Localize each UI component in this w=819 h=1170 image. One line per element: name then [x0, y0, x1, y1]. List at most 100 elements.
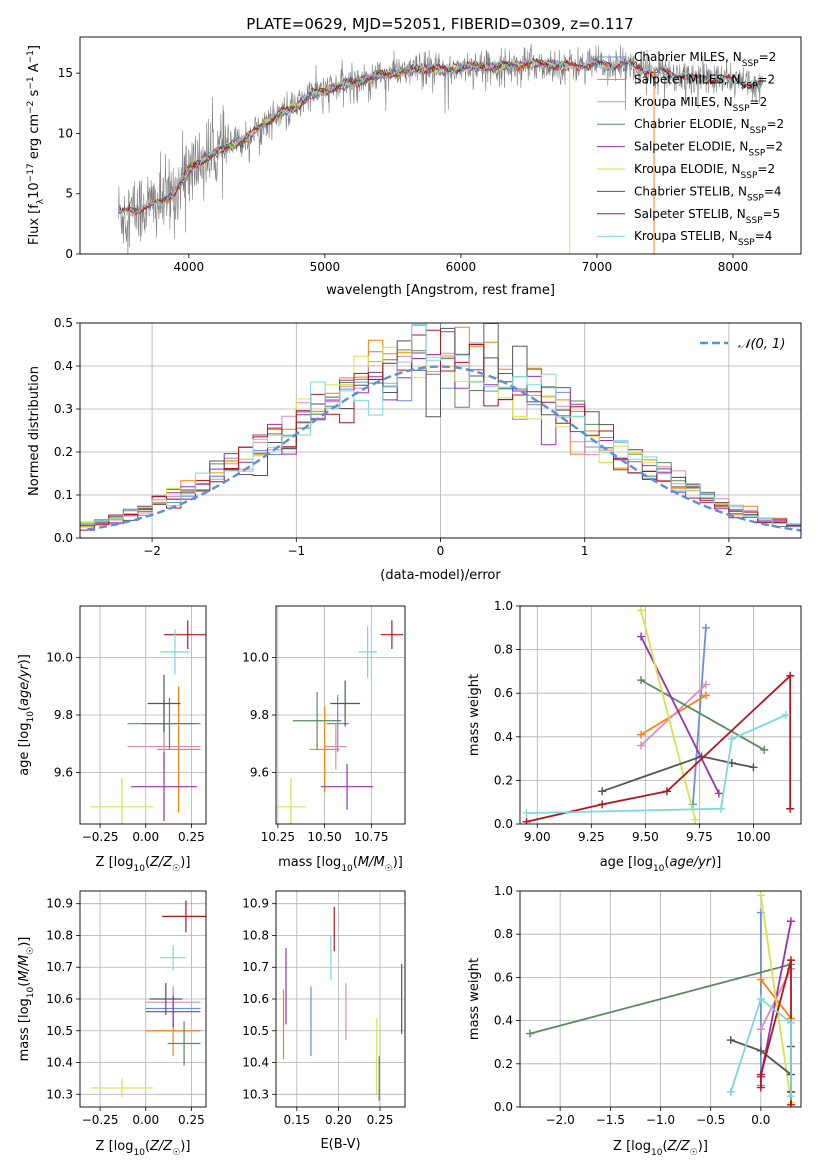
plot-area [117, 43, 764, 254]
y-tick-label: 10.0 [242, 651, 269, 665]
x-tick-label: 0.20 [325, 1113, 352, 1127]
x-tick-label: 5000 [310, 260, 341, 274]
x-tick-label: 6000 [446, 260, 477, 274]
x-tick-label: 10.75 [354, 830, 388, 844]
weight-marker [714, 789, 723, 798]
grid [276, 891, 405, 1107]
plot-area [526, 891, 795, 1107]
y-tick-label: 10.5 [242, 1024, 269, 1038]
ticks: 10.25 10.50 10.75 9.6 9.8 10.0 [242, 651, 388, 844]
y-tick-label: 10.4 [46, 1056, 73, 1070]
point-salpeter-miles [309, 706, 340, 793]
weight-marker [760, 745, 769, 754]
x-tick-label: 0.15 [283, 1113, 310, 1127]
weight-marker [756, 891, 765, 900]
x-tick-label: −2 [143, 544, 161, 558]
weight-marker [637, 676, 646, 685]
y-tick-label: 0.2 [494, 1057, 513, 1071]
y-tick-label: 10.7 [242, 960, 269, 974]
weight-marker [786, 1092, 795, 1101]
point-chabrier-stelib [147, 674, 181, 733]
x-tick-label: 0.00 [132, 1113, 159, 1127]
axes-z-mass: −0.25 0.00 0.25 10.3 10.4 10.5 10.6 10.7 10.8 10.… [17, 890, 207, 1158]
point-salpeter-stelib [380, 620, 404, 650]
series-kroupa-stelib [522, 711, 790, 818]
y-axis-label: Normed distribution [27, 366, 42, 496]
y-tick-label: 0.8 [494, 643, 513, 657]
y-axis-label: age [log10(age/yr)] [17, 654, 36, 776]
weight-marker [786, 1100, 795, 1107]
y-tick-label: 0.6 [494, 970, 513, 984]
weight-marker [756, 1083, 765, 1092]
model-line-kroupa-stelib [117, 56, 760, 217]
plot-area [276, 620, 404, 824]
weight-lines [526, 891, 795, 1107]
histogram-kroupa-stelib [80, 323, 801, 532]
x-axis-label: age [log10(age/yr)] [600, 855, 722, 874]
histograms [80, 323, 801, 532]
y-tick-label: 10.3 [46, 1087, 73, 1101]
model-line-salpeter-stelib [117, 57, 760, 216]
weight-marker [691, 815, 700, 824]
ticks: −0.25 0.00 0.25 10.3 10.4 10.5 10.6 10.7 10.8 10.… [46, 897, 204, 1127]
axes-frame [519, 605, 802, 825]
weight-marker [727, 758, 736, 767]
weight-marker [756, 995, 765, 1003]
axes-age-weight: 9.00 9.25 9.50 9.75 10.00 0.0 0.2 0.4 0.6 0.8 1.0 a… [467, 599, 802, 874]
legend-label: 𝒩(0, 1) [738, 337, 785, 352]
weight-line [526, 714, 787, 814]
x-axis-label: Z [log10(Z/Z☉)] [96, 1139, 191, 1158]
error-bars [90, 620, 206, 824]
weight-marker [526, 1029, 535, 1038]
grid [276, 606, 405, 824]
x-tick-label: −1.5 [596, 1113, 625, 1127]
weight-lines [522, 606, 795, 824]
y-tick-label: 15 [58, 66, 73, 80]
legend-label: Salpeter MILES, NSSP=2 [634, 72, 775, 91]
x-axis-label: (data-model)/error [380, 568, 501, 583]
y-tick-label: 10.8 [242, 928, 269, 942]
normal-curve [87, 365, 801, 532]
axes-frame [79, 605, 207, 825]
x-tick-label: −2.0 [546, 1113, 575, 1127]
y-tick-label: 0.0 [494, 1100, 513, 1114]
point-kroupa-elodie [90, 778, 154, 824]
ticks: −2.0 −1.5 −1.0 −0.5 0.0 0.0 0.2 0.4 0.6 0.8 1.0 [494, 884, 770, 1127]
series-kroupa-miles [637, 680, 710, 750]
y-tick-label: 0 [65, 247, 73, 261]
weight-marker [727, 734, 736, 743]
x-tick-label: 9.00 [524, 830, 551, 844]
point-kroupa-stelib [160, 945, 186, 971]
y-tick-label: 0.6 [494, 686, 513, 700]
x-tick-label: −0.5 [696, 1113, 725, 1127]
legend-label: Chabrier ELODIE, NSSP=2 [634, 117, 784, 136]
x-axis-label: Z [log10(Z/Z☉)] [96, 855, 191, 874]
weight-marker [786, 671, 795, 680]
y-tick-label: 0.5 [54, 316, 73, 330]
series-salpeter-stelib [522, 671, 795, 824]
x-tick-label: 10.00 [736, 830, 770, 844]
y-tick-label: 9.6 [54, 765, 73, 779]
grid [80, 891, 206, 1107]
axes-frame [275, 605, 406, 825]
model-line-salpeter-elodie [174, 58, 570, 191]
ticks: 0.15 0.20 0.25 10.3 10.4 10.5 10.6 10.7 10.8 10.9 [242, 897, 393, 1127]
x-tick-label: 2 [725, 544, 733, 558]
y-tick-label: 0.0 [54, 531, 73, 545]
weight-marker [701, 623, 710, 632]
plot-area [282, 906, 403, 1101]
point-salpeter-stelib [162, 900, 206, 933]
weight-marker [637, 632, 646, 641]
weight-marker [726, 1087, 735, 1096]
x-tick-label: 0.25 [367, 1113, 394, 1127]
x-tick-label: 0.00 [132, 830, 159, 844]
series-chabrier-miles [688, 623, 710, 809]
y-tick-label: 0.2 [54, 445, 73, 459]
axes-spectrum: 4000 5000 6000 7000 8000 0 5 10 15 Chabrier MILES… [26, 36, 802, 298]
y-tick-label: 9.8 [250, 708, 269, 722]
weight-marker [637, 606, 646, 615]
x-tick-label: 8000 [718, 260, 749, 274]
weight-marker [726, 1036, 735, 1045]
weight-marker [522, 809, 531, 818]
x-axis-label: E(B-V) [320, 1137, 360, 1152]
